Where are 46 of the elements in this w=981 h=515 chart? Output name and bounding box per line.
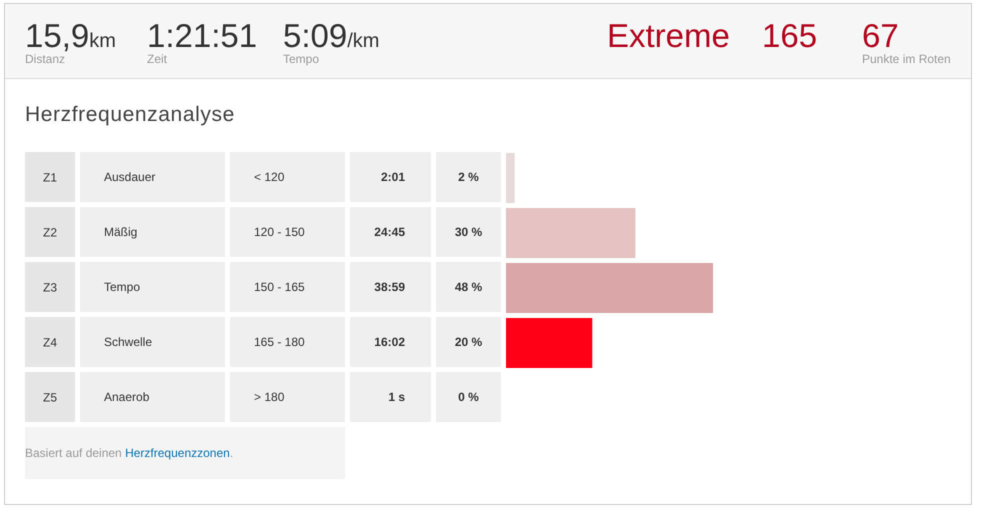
text: 15,9km (25, 17, 116, 54)
table-cell: 2:01 (350, 152, 431, 202)
table-cell: Anaerob (80, 372, 225, 422)
data-label: 30 % (454, 225, 482, 239)
bar (506, 152, 515, 202)
text: 5:09/km (283, 17, 380, 54)
table-cell: 20 % (436, 317, 501, 367)
text: Tempo (283, 52, 320, 66)
table-cell: 150 - 165 (230, 262, 345, 312)
text: 165 (762, 17, 818, 54)
bar (506, 208, 636, 258)
table-cell: Schwelle (80, 317, 225, 367)
table-cell: > 180 (230, 372, 345, 422)
y-tick-label: Z4 (42, 335, 58, 349)
note-cell: Basiert auf deinen Herzfrequenzzonen. (25, 427, 345, 479)
y-tick-label: Z1 (42, 170, 58, 184)
y-tick-label: Z3 (42, 280, 58, 294)
bar (506, 318, 592, 368)
table-cell: 1 s (350, 372, 431, 422)
data-label: 2 % (458, 170, 479, 184)
text: 1:21:51 (147, 17, 258, 54)
table-cell: Tempo (80, 262, 225, 312)
table-cell: 0 % (436, 372, 501, 422)
table-cell: 30 % (436, 207, 501, 257)
bar (506, 262, 713, 312)
table-cell: Mäßig (80, 207, 225, 257)
data-label: 20 % (454, 335, 482, 349)
data-label: 0 % (458, 390, 479, 404)
table-cell: 38:59 (350, 262, 431, 312)
table-cell: 120 - 150 (230, 207, 345, 257)
data-label: 48 % (454, 280, 482, 294)
table-cell: 48 % (436, 262, 501, 312)
y-tick-label: Z5 (42, 390, 58, 404)
table-cell: 165 - 180 (230, 317, 345, 367)
text: Herzfrequenzanalyse (25, 103, 235, 126)
table-cell: 24:45 (350, 207, 431, 257)
table-cell: Ausdauer (80, 152, 225, 202)
text: Distanz (25, 52, 66, 66)
text: 67 (862, 17, 899, 54)
text: Zeit (147, 52, 168, 66)
text: Punkte im Roten (862, 52, 951, 66)
text: Extreme (607, 17, 730, 54)
y-tick-label: Z2 (42, 225, 58, 239)
table-cell: < 120 (230, 152, 345, 202)
table-cell: 2 % (436, 152, 501, 202)
table-cell: 16:02 (350, 317, 431, 367)
